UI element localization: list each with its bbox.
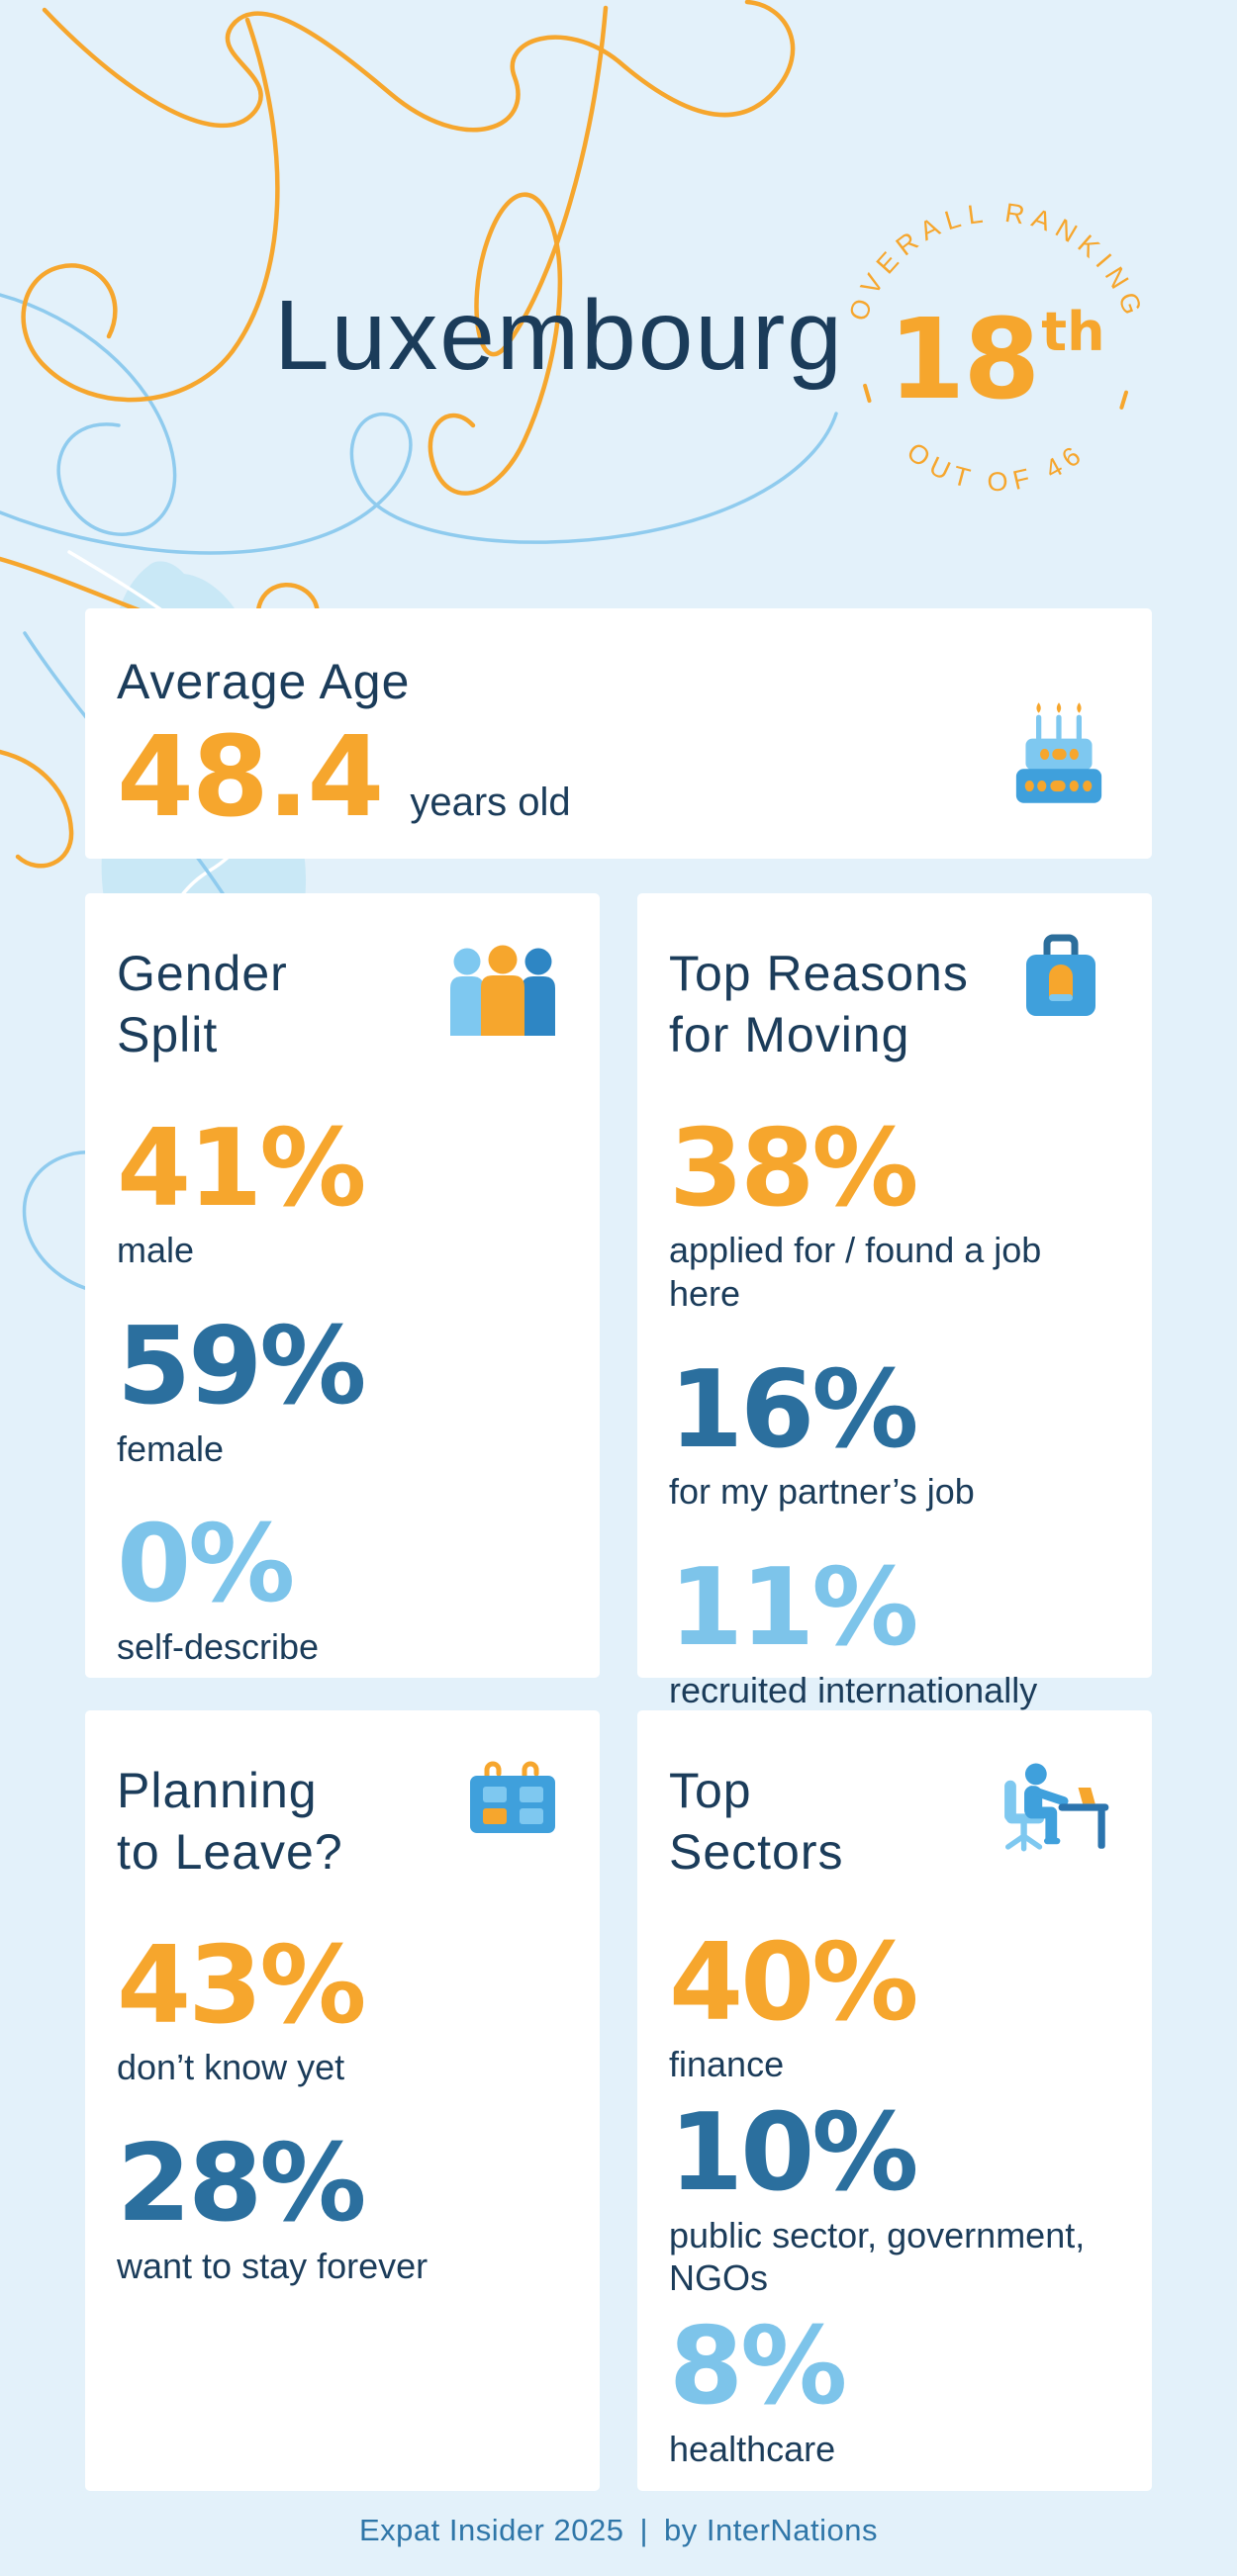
stat-label: public sector, government, NGOs xyxy=(669,2214,1086,2299)
footer-byline: by InterNations xyxy=(664,2513,879,2547)
stat-partners-job: 16% for my partner’s job xyxy=(669,1348,1112,1514)
stat-found-job: 38% applied for / found a job here xyxy=(669,1107,1112,1316)
stat-value: 38% xyxy=(669,1107,919,1231)
stat-label: applied for / found a job here xyxy=(669,1230,1042,1315)
calendar-icon xyxy=(470,1761,555,1833)
stat-label: healthcare xyxy=(669,2428,836,2469)
stat-value: 40% xyxy=(669,1921,919,2045)
badge-rank: 18th xyxy=(888,296,1104,424)
stat-female: 59% female xyxy=(117,1305,560,1470)
average-age-card: Average Age 48.4 years old xyxy=(85,608,1152,859)
overall-ranking-badge: OVERALL RANKING OUT OF 46 18th xyxy=(843,198,1143,498)
stat-value: 41% xyxy=(117,1107,367,1231)
stat-value: 10% xyxy=(669,2091,919,2216)
badge-dash-marks xyxy=(863,383,1128,410)
stat-value: 8% xyxy=(669,2305,847,2430)
stat-public-sector: 10% public sector, government, NGOs xyxy=(669,2091,1112,2300)
average-age-value: 48.4 xyxy=(117,713,384,842)
stat-self-describe: 0% self-describe xyxy=(117,1510,560,1668)
top-reasons-card: Top Reasons for Moving 38% applied for /… xyxy=(637,893,1152,1710)
planning-to-leave-card: Planning to Leave? 43% don’t know yet xyxy=(85,1710,600,2491)
stat-label: female xyxy=(117,1427,225,1469)
footer-separator: | xyxy=(639,2513,649,2547)
average-age-title: Average Age xyxy=(117,654,411,709)
stat-label: want to stay forever xyxy=(117,2245,428,2286)
top-reasons-title: Top Reasons for Moving xyxy=(669,946,969,1062)
stat-value: 43% xyxy=(117,1924,367,2048)
planning-to-leave-title: Planning to Leave? xyxy=(117,1763,343,1880)
gender-split-title: Gender Split xyxy=(117,946,288,1062)
stat-value: 0% xyxy=(117,1503,295,1627)
stat-label: finance xyxy=(669,2044,785,2085)
top-sectors-card: Top Sectors xyxy=(637,1710,1152,2491)
stat-value: 16% xyxy=(669,1348,919,1473)
stat-label: don’t know yet xyxy=(117,2047,345,2088)
badge-arc-bottom-text: OUT OF 46 xyxy=(902,436,1092,497)
average-age-unit: years old xyxy=(410,781,571,824)
stat-label: for my partner’s job xyxy=(669,1471,975,1513)
stat-label: recruited internationally xyxy=(669,1669,1038,1710)
page-title: Luxembourg xyxy=(274,280,844,391)
footer-report-name: Expat Insider 2025 xyxy=(358,2513,624,2547)
stat-dont-know: 43% don’t know yet xyxy=(117,1924,560,2089)
worker-at-desk-icon xyxy=(1004,1763,1109,1852)
stat-label: self-describe xyxy=(117,1625,320,1667)
stat-male: 41% male xyxy=(117,1107,560,1272)
stat-recruited: 11% recruited internationally xyxy=(669,1553,1112,1711)
stat-finance: 40% finance xyxy=(669,1921,1112,2086)
stat-value: 59% xyxy=(117,1305,367,1429)
stat-label: male xyxy=(117,1230,195,1271)
stat-healthcare: 8% healthcare xyxy=(669,2312,1112,2470)
birthday-cake-icon xyxy=(1015,702,1102,803)
stat-value: 11% xyxy=(669,1546,919,1671)
footer: Expat Insider 2025 | by InterNations xyxy=(0,2513,1237,2548)
gender-split-card: Gender Split 41% male 59% female xyxy=(85,893,600,1678)
top-sectors-title: Top Sectors xyxy=(669,1763,844,1880)
stat-stay-forever: 28% want to stay forever xyxy=(117,2122,560,2287)
stat-value: 28% xyxy=(117,2122,367,2247)
people-icon xyxy=(450,945,555,1036)
suitcase-icon xyxy=(1026,934,1095,1016)
